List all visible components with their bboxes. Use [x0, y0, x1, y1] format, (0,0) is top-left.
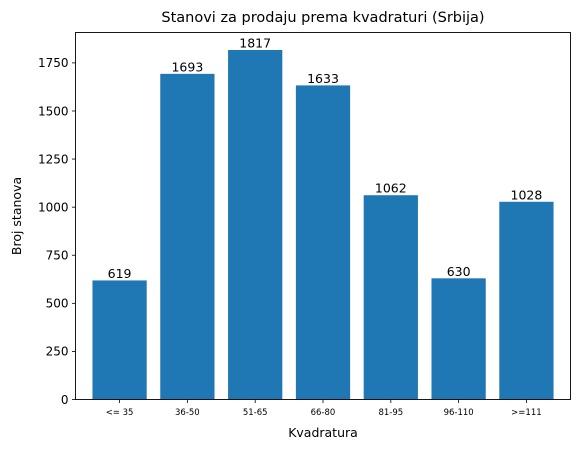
- x-tick-label: >=111: [511, 408, 541, 418]
- data-label: 1693: [171, 59, 203, 74]
- y-tick-label: 750: [46, 249, 69, 263]
- plot-frame: [75, 32, 571, 400]
- data-label: 1062: [375, 181, 407, 196]
- bar: [363, 195, 418, 400]
- y-tick-label: 1250: [38, 152, 69, 166]
- bar: [295, 85, 351, 400]
- bar: [499, 201, 554, 400]
- data-labels-group: 619 1693 1817 1633 1062 630 1028: [108, 36, 543, 281]
- data-label: 1633: [307, 71, 339, 86]
- data-label: 1817: [239, 36, 271, 51]
- y-tick-label: 1000: [38, 200, 69, 214]
- x-tick-label: <= 35: [106, 408, 134, 418]
- x-tick-label: 81-95: [378, 408, 403, 418]
- x-tick-label: 36-50: [175, 408, 200, 418]
- bars-group: [92, 50, 554, 400]
- x-tick-label: 51-65: [243, 408, 268, 418]
- x-tick-label: 96-110: [444, 408, 474, 418]
- data-label: 619: [108, 266, 132, 281]
- y-tick-label: 250: [46, 345, 69, 359]
- data-label: 1028: [511, 187, 543, 202]
- y-tick-label: 0: [61, 393, 69, 407]
- y-tick-label: 500: [46, 297, 69, 311]
- y-tick-label: 1750: [38, 56, 69, 70]
- x-axis-label: Kvadratura: [288, 425, 358, 440]
- data-label: 630: [447, 264, 471, 279]
- y-axis: 0 250 500 750 1000 1250 1500 1750: [38, 56, 76, 407]
- chart-title: Stanovi za prodaju prema kvadraturi (Srb…: [161, 10, 484, 26]
- y-axis-label: Broj stanova: [9, 177, 24, 255]
- x-tick-label: 66-80: [311, 408, 336, 418]
- x-axis: <= 35 36-50 51-65 66-80 81-95 96-110 >=111: [106, 399, 542, 418]
- bar: [92, 280, 147, 400]
- bar: [228, 50, 283, 400]
- bar: [160, 73, 215, 400]
- bar: [431, 278, 486, 400]
- y-tick-label: 1500: [38, 104, 69, 118]
